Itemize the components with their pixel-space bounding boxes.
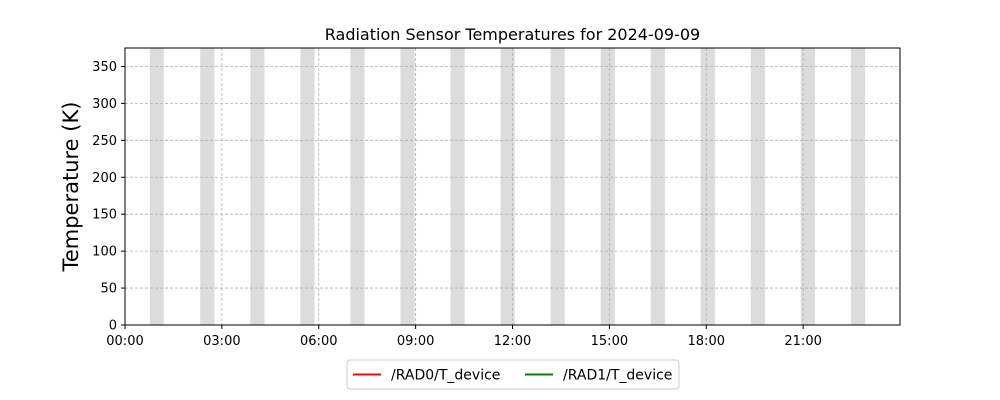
shaded-interval-12 (750, 48, 766, 325)
shaded-interval-6 (450, 48, 465, 325)
y-tick-label: 150 (92, 208, 117, 223)
chart-title: Radiation Sensor Temperatures for 2024-0… (325, 25, 700, 44)
x-tick-label: 18:00 (688, 334, 725, 349)
shaded-interval-2 (250, 48, 265, 325)
shaded-interval-0 (149, 48, 164, 325)
y-tick-label: 0 (109, 319, 117, 334)
x-tick-label: 00:00 (106, 334, 143, 349)
x-tick-label: 09:00 (397, 334, 434, 349)
shaded-interval-4 (350, 48, 365, 325)
shaded-interval-1 (200, 48, 215, 325)
legend-frame (346, 359, 680, 390)
x-tick-label: 15:00 (591, 334, 628, 349)
legend: /RAD0/T_device/RAD1/T_device (346, 359, 680, 390)
y-tick-label: 50 (100, 282, 117, 297)
shaded-interval-9 (600, 48, 615, 325)
y-axis-label: Temperature (K) (59, 102, 83, 273)
legend-label-0: /RAD0/T_device (391, 368, 500, 384)
shaded-interval-11 (700, 48, 715, 325)
y-tick-label: 300 (92, 97, 117, 112)
y-tick-label: 250 (92, 134, 117, 149)
shaded-interval-5 (400, 48, 415, 325)
shaded-interval-7 (500, 48, 515, 325)
y-tick-label: 200 (92, 171, 117, 186)
x-tick-label: 12:00 (494, 334, 531, 349)
shaded-interval-3 (300, 48, 315, 325)
x-tick-label: 06:00 (300, 334, 337, 349)
y-tick-label: 350 (92, 60, 117, 75)
x-tick-label: 03:00 (203, 334, 240, 349)
legend-label-1: /RAD1/T_device (563, 368, 672, 384)
shaded-interval-10 (650, 48, 665, 325)
shaded-interval-14 (850, 48, 866, 325)
y-tick-label: 100 (92, 245, 117, 260)
x-axis-ticks: 00:00 03:00 06:00 09:00 12:00 15:00 18:00 21:00 (106, 325, 822, 349)
shaded-interval-13 (800, 48, 816, 325)
x-tick-label: 21:00 (784, 334, 821, 349)
shaded-intervals (149, 48, 866, 325)
y-axis-ticks: 0 50 100 150 200 250 300 350 (92, 60, 125, 334)
grid-lines (125, 48, 900, 325)
shaded-interval-8 (550, 48, 565, 325)
